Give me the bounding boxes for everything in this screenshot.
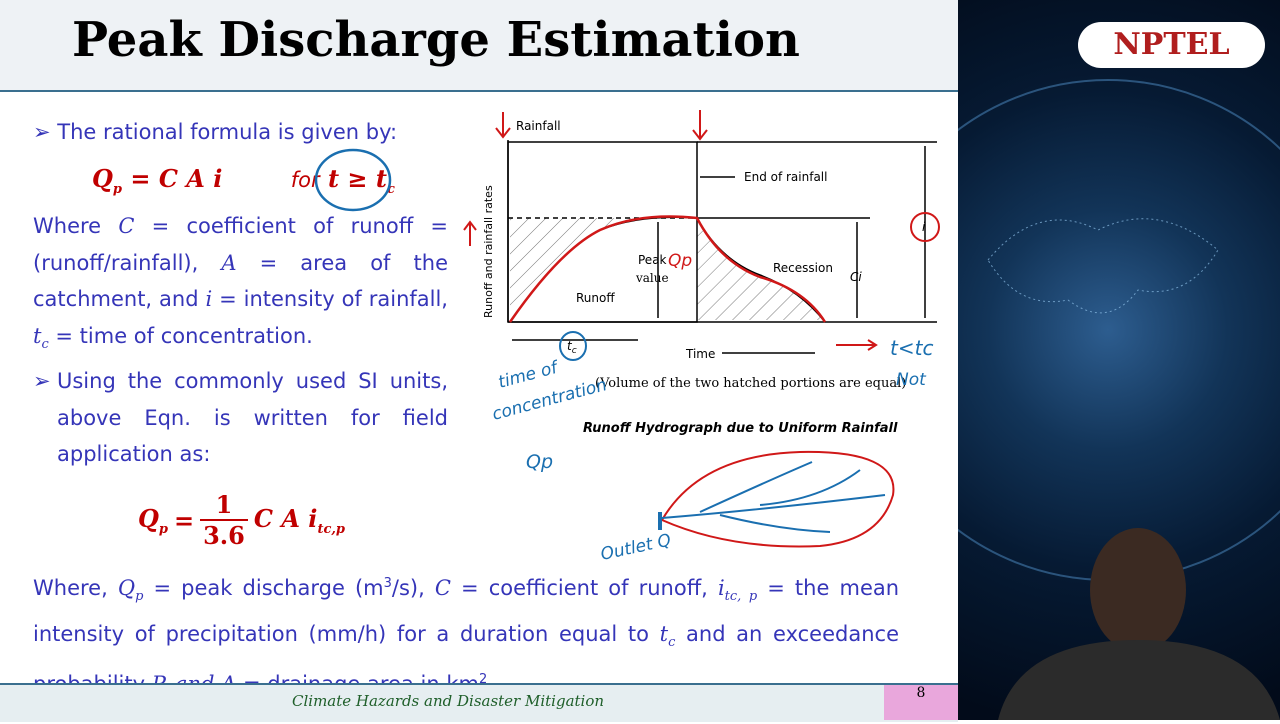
handwriting: Qp	[526, 451, 553, 473]
sup: 3	[383, 576, 392, 591]
var: A	[221, 250, 237, 275]
text: Where	[33, 214, 119, 238]
text: /s),	[391, 576, 435, 600]
t: t	[567, 339, 573, 353]
var: i	[717, 576, 725, 600]
var: i	[205, 287, 213, 312]
arrow: ➢	[33, 120, 51, 144]
var: t	[33, 323, 42, 348]
bullet: ➢ Using the commonly used SI units, above…	[33, 363, 448, 473]
text: = coefficient of runoff = (runoff/rainfa…	[33, 214, 449, 275]
sym: t ≥ t	[327, 164, 387, 193]
course: Climate Hazards and Disaster Mitigation	[292, 692, 605, 710]
hatch	[697, 222, 825, 320]
paragraph: Where C = coefficient of runoff = (runof…	[33, 208, 448, 364]
sub: c	[668, 634, 676, 650]
q: Q	[138, 503, 159, 533]
text: = the mean intensity of precipitation (m…	[33, 576, 900, 646]
label: Peak	[638, 253, 667, 267]
var: Q	[117, 576, 136, 600]
var: C	[118, 214, 135, 238]
sub: c	[572, 346, 577, 356]
title-rule	[0, 90, 958, 92]
text: = peak discharge (m	[143, 576, 384, 600]
text: = area of the catchment, and	[33, 250, 448, 312]
sub: c	[41, 336, 49, 352]
label: i	[922, 220, 926, 234]
eq: =	[174, 505, 195, 535]
label: value	[635, 271, 669, 285]
caption: Runoff Hydrograph due to Uniform Rainfal…	[583, 421, 898, 436]
handwriting: Not	[896, 370, 927, 390]
page-number: 8	[884, 685, 958, 720]
var: t	[659, 621, 669, 646]
sub: tc, p	[724, 589, 758, 605]
footer	[0, 683, 958, 722]
sym: C A itc,p	[254, 504, 345, 537]
sub: p	[135, 589, 144, 605]
title-bar	[0, 0, 958, 90]
den: 3.6	[200, 519, 248, 550]
sub: c	[386, 181, 395, 197]
sub: tc,p	[317, 521, 345, 537]
hatch	[510, 218, 650, 320]
logo: NPTEL	[1078, 22, 1265, 68]
axis-label: Runoff and rainfall rates	[482, 185, 495, 318]
var: C	[434, 576, 451, 600]
rhs: C A i	[253, 503, 318, 533]
label: Rainfall	[516, 119, 561, 133]
formula: Qp = C A i for t ≥ tc	[92, 164, 395, 197]
fraction: 1 3.6	[200, 490, 248, 550]
sub: p	[158, 521, 168, 537]
text: = coefficient of runoff,	[450, 576, 718, 600]
sym: = C A i	[130, 164, 223, 193]
sup: 2	[478, 671, 488, 687]
sub: p	[112, 181, 122, 197]
hydrograph: Rainfall End of rainfall Runoff and rain…	[314, 110, 940, 565]
label: Runoff	[576, 291, 615, 305]
handwriting: t<tc	[890, 336, 933, 360]
text: Where,	[33, 576, 118, 600]
handwriting: time of	[496, 357, 562, 393]
bullet-text: Using the commonly used SI units, above …	[57, 369, 448, 467]
label: Time	[685, 347, 715, 361]
video-panel	[857, 0, 1280, 720]
note: (Volume of the two hatched portions are …	[595, 376, 906, 391]
label: End of rainfall	[744, 170, 827, 184]
num: 1	[215, 490, 233, 519]
sym: Q	[92, 164, 113, 193]
label: Recession	[773, 261, 833, 275]
label: tc	[567, 339, 577, 356]
bullet-text: The rational formula is given by:	[57, 120, 398, 144]
label: Ci	[850, 270, 862, 284]
globe	[857, 79, 1280, 720]
arrow: ➢	[33, 369, 51, 393]
text: = time of concentration.	[48, 323, 313, 348]
handwriting: Outlet Q	[599, 530, 673, 564]
text: = intensity of rainfall,	[212, 287, 448, 312]
title: Peak Discharge Estimation	[72, 12, 800, 68]
bullet: ➢ The rational formula is given by:	[33, 120, 397, 144]
formula: Qp = 1 3.6 C A itc,p	[138, 490, 345, 550]
handwriting: Qp	[668, 251, 692, 271]
sym: Qp	[138, 504, 168, 537]
